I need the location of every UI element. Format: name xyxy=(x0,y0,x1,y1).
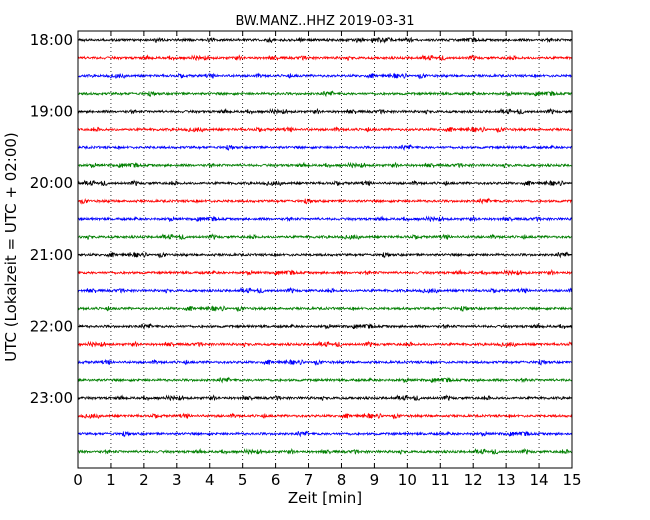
trace-line xyxy=(77,233,573,240)
x-tick-label: 12 xyxy=(464,471,483,489)
x-tick-label: 10 xyxy=(398,471,417,489)
trace-line xyxy=(77,161,573,169)
x-tick-label: 8 xyxy=(337,471,347,489)
y-tick-label: 18:00 xyxy=(30,31,73,49)
trace-line xyxy=(77,54,573,62)
y-axis: 18:00 19:00 20:00 21:00 22:00 23:00 xyxy=(30,31,572,407)
trace-line xyxy=(77,447,573,455)
trace-line xyxy=(77,358,573,366)
trace-line xyxy=(77,286,573,294)
x-tick-label: 0 xyxy=(73,471,83,489)
x-tick-label: 15 xyxy=(562,471,581,489)
trace-line xyxy=(77,90,573,98)
y-axis-label: UTC (Lokalzeit = UTC + 02:00) xyxy=(2,132,20,362)
x-tick-label: 2 xyxy=(139,471,149,489)
trace-line xyxy=(77,305,573,313)
trace-line xyxy=(77,36,573,44)
x-tick-label: 13 xyxy=(497,471,516,489)
y-tick-label: 20:00 xyxy=(30,174,73,192)
trace-line xyxy=(77,412,573,420)
trace-line xyxy=(77,107,573,115)
y-tick-label: 21:00 xyxy=(30,246,73,264)
trace-line xyxy=(77,376,573,384)
x-tick-label: 1 xyxy=(106,471,116,489)
trace-line xyxy=(77,215,573,223)
trace-line xyxy=(77,251,573,259)
x-tick-label: 11 xyxy=(431,471,450,489)
trace-line xyxy=(77,394,573,402)
x-tick-label: 5 xyxy=(238,471,248,489)
trace-line xyxy=(77,268,573,276)
traces xyxy=(77,36,573,455)
trace-line xyxy=(77,143,573,151)
y-tick-label: 23:00 xyxy=(30,389,73,407)
x-axis: 0 1 2 3 4 5 6 7 8 9 10 11 12 13 14 15 xyxy=(73,31,582,489)
x-tick-label: 3 xyxy=(172,471,182,489)
x-axis-label: Zeit [min] xyxy=(288,489,362,507)
chart-title: BW.MANZ..HHZ 2019-03-31 xyxy=(235,14,414,29)
trace-line xyxy=(77,126,573,134)
plot-frame xyxy=(77,30,573,469)
trace-line xyxy=(77,72,573,80)
trace-line xyxy=(77,430,573,438)
trace-line xyxy=(77,197,573,205)
x-tick-label: 7 xyxy=(304,471,314,489)
x-tick-label: 9 xyxy=(370,471,380,489)
trace-line xyxy=(77,322,573,330)
y-tick-label: 22:00 xyxy=(30,317,73,335)
x-tick-label: 4 xyxy=(205,471,215,489)
x-tick-label: 14 xyxy=(530,471,549,489)
trace-line xyxy=(77,179,573,187)
trace-line xyxy=(77,340,573,348)
y-tick-label: 19:00 xyxy=(30,103,73,121)
grid-lines xyxy=(110,31,540,468)
x-tick-label: 6 xyxy=(271,471,281,489)
